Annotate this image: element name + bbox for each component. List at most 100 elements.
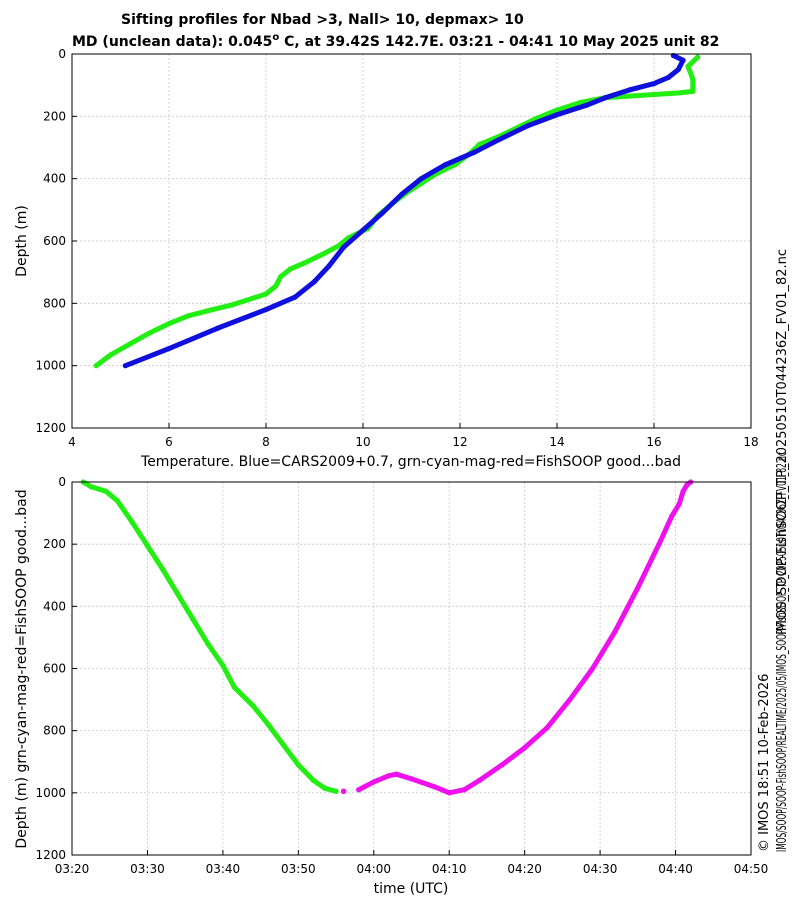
series-point [175,591,181,597]
x-tick-label: 18 [743,435,758,449]
series-point [210,306,216,313]
series-point [676,501,682,507]
y-tick-label: 1000 [35,786,66,800]
series-point [333,788,339,794]
top-grid [72,54,751,428]
series-point [360,227,366,233]
series-point [442,162,449,168]
series-point [166,345,172,352]
title-line1: Sifting profiles for Nbad >3, Nall> 10, … [121,12,524,28]
x-tick-label: 8 [262,435,270,449]
depth-time-plot: 03:20 03:30 03:40 03:50 04:00 04:10 04:20 04:30… [14,475,768,897]
bottom-y-ticks: 0 200 400 600 800 1000 1200 [35,475,77,862]
bottom-x-ticks: 03:20 03:30 03:40 03:50 04:00 04:10 04:20 04:30… [55,850,769,876]
y-tick-label: 200 [43,537,66,551]
series-point [602,95,609,101]
top-y-ticks: 0 200 400 600 800 1000 1200 [35,47,77,435]
series-point [675,66,681,73]
series-point [408,776,415,782]
series-point [322,785,328,791]
series-point [263,291,269,297]
y-tick-label: 1200 [35,848,66,862]
series-point [612,628,618,634]
bottom-x-axis-label: time (UTC) [374,881,449,897]
series-point [589,665,596,672]
series-point [122,363,128,369]
series-point [229,302,235,308]
series-point [431,784,437,790]
series-point [371,779,377,785]
series-point [393,771,400,777]
x-tick-label: 03:50 [281,862,316,876]
series-point [651,81,657,87]
series-point [88,484,94,490]
series-point [159,566,166,572]
series-point [129,519,135,526]
title-line2-prefix: MD (unclean data): 0.045 [72,34,272,50]
series-point [147,330,153,336]
y-tick-label: 600 [43,234,66,248]
series-point [295,762,301,768]
x-tick-label: 03:40 [206,862,241,876]
series-point [499,762,505,768]
series-point [418,176,424,182]
series-point [446,790,452,796]
series-point [690,76,696,82]
temperature-profile-plot: 4 6 8 10 12 14 16 18 0 200 400 600 800 1000 1200 Temp… [14,47,759,470]
series-point [685,63,691,70]
series-point [386,773,392,779]
series-point [476,141,482,147]
series-point [127,341,133,347]
series-point [471,149,478,155]
x-tick-label: 04:40 [658,862,693,876]
series-point [114,498,120,504]
series-point [144,543,151,549]
series-line-good [80,479,339,794]
series-point [554,112,560,118]
series-point [166,320,172,327]
series-point [684,482,690,488]
series-point [627,87,633,93]
x-tick-label: 04:30 [583,862,618,876]
y-tick-label: 400 [43,172,66,186]
bottom-y-axis-label: Depth (m) grn-cyan-mag-red=FishSOOP good… [14,489,30,848]
series-point [461,787,467,793]
series-point [205,641,211,647]
x-tick-label: 10 [355,435,370,449]
series-point [214,325,221,331]
series-point [476,777,482,784]
series-point [93,363,99,369]
x-tick-label: 04:50 [734,862,769,876]
x-tick-label: 04:00 [356,862,391,876]
series-point [657,538,664,544]
series-point [244,297,250,303]
x-tick-label: 04:10 [432,862,467,876]
series-point [635,585,641,591]
series-point [690,88,696,94]
series-line-cars [122,53,686,369]
series-point [496,137,502,143]
x-tick-label: 14 [549,435,564,449]
series-point [273,283,279,289]
series-point [336,243,342,249]
series-point [277,274,284,280]
y-tick-label: 1200 [35,421,66,435]
y-tick-label: 600 [43,662,66,676]
top-series [93,52,701,369]
x-tick-label: 16 [646,435,661,449]
series-point [250,703,256,709]
x-tick-label: 03:30 [130,862,165,876]
y-tick-label: 400 [43,599,66,613]
series-point [326,263,332,269]
series-point [287,266,293,272]
series-point [265,721,271,728]
title-degree: o [272,32,279,43]
series-point [108,352,114,358]
copyright-side-label: © IMOS 18:51 10-Feb-2026 [757,674,772,852]
series-point [651,91,657,98]
series-point [321,250,327,257]
series-point [341,788,347,794]
series-point [399,191,405,197]
series-point [680,488,686,494]
